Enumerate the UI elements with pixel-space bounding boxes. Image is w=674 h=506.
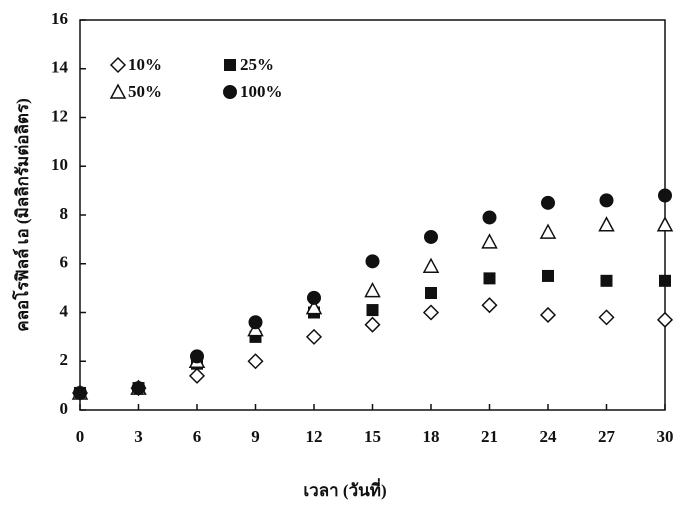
x-tick-label: 24 — [540, 427, 558, 446]
data-point — [484, 273, 495, 284]
x-tick-label: 30 — [657, 427, 674, 446]
data-point — [541, 308, 555, 322]
legend-symbol — [111, 58, 125, 72]
x-tick-label: 21 — [481, 427, 498, 446]
legend-label: 50% — [128, 82, 162, 101]
x-tick-label: 6 — [193, 427, 202, 446]
y-tick-label: 14 — [51, 58, 69, 77]
data-point — [74, 386, 87, 399]
y-tick-label: 0 — [60, 399, 69, 418]
x-tick-label: 12 — [306, 427, 323, 446]
data-point — [424, 306, 438, 320]
data-point — [483, 235, 497, 248]
data-point — [366, 284, 380, 297]
data-point — [308, 291, 321, 304]
chart: เวลา (วันที่) คลอโรฟิลล์ เอ (มิลลิกรัมต่… — [0, 0, 674, 506]
y-tick-label: 12 — [51, 106, 68, 125]
x-axis-title: เวลา (วันที่) — [303, 478, 386, 500]
x-tick-label: 3 — [134, 427, 143, 446]
legend-label: 10% — [128, 55, 162, 74]
y-tick-label: 4 — [60, 301, 69, 320]
data-point — [367, 305, 378, 316]
y-tick-label: 6 — [60, 253, 69, 272]
data-point — [132, 382, 145, 395]
data-point — [601, 275, 612, 286]
data-point — [541, 225, 555, 238]
data-point — [658, 218, 672, 231]
legend-label: 100% — [240, 82, 283, 101]
data-point — [366, 255, 379, 268]
y-tick-label: 2 — [60, 350, 69, 369]
plot-frame — [80, 20, 665, 410]
legend-symbol — [224, 86, 237, 99]
data-point — [483, 211, 496, 224]
y-axis-title: คลอโรฟิลล์ เอ (มิลลิกรัมต่อลิตร) — [12, 98, 32, 331]
x-tick-label: 15 — [364, 427, 381, 446]
legend-symbol — [225, 60, 236, 71]
data-point — [600, 218, 614, 231]
data-point — [307, 330, 321, 344]
y-tick-label: 16 — [51, 9, 68, 28]
data-point — [658, 313, 672, 327]
y-tick-label: 10 — [51, 155, 68, 174]
data-point — [249, 354, 263, 368]
data-point — [191, 350, 204, 363]
data-point — [249, 316, 262, 329]
legend-symbol — [111, 85, 125, 98]
x-tick-label: 27 — [598, 427, 616, 446]
data-point — [426, 288, 437, 299]
x-tick-label: 18 — [423, 427, 440, 446]
data-point — [600, 310, 614, 324]
data-point — [542, 196, 555, 209]
y-tick-label: 8 — [60, 204, 69, 223]
data-point — [366, 318, 380, 332]
data-point — [660, 275, 671, 286]
legend-label: 25% — [240, 55, 274, 74]
x-tick-label: 9 — [251, 427, 260, 446]
data-point — [659, 189, 672, 202]
data-point — [424, 259, 438, 272]
data-point — [425, 230, 438, 243]
data-point — [600, 194, 613, 207]
data-point — [190, 369, 204, 383]
data-point — [483, 298, 497, 312]
data-point — [543, 270, 554, 281]
x-tick-label: 0 — [76, 427, 85, 446]
